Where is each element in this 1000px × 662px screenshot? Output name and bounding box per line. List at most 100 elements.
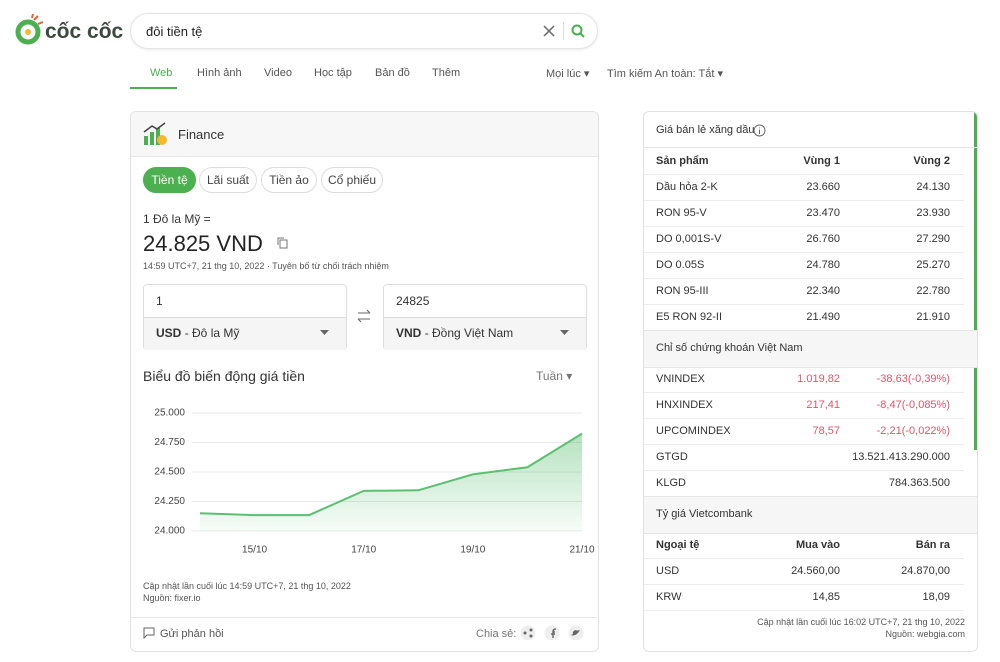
chip[interactable]: Tiền ảo — [261, 167, 317, 193]
cell: 21.910 — [916, 311, 950, 323]
cell: 24.560,00 — [791, 565, 840, 577]
info-icon[interactable] — [753, 124, 766, 137]
from-box[interactable]: 1 USD - Đô la Mỹ — [143, 284, 347, 350]
fuel-row: DO 0.05S 24.780 25.270 — [644, 252, 964, 279]
search-box[interactable]: đôi tiền tệ — [130, 13, 598, 49]
safe-search[interactable]: Tìm kiếm An toàn: Tắt ▾ — [607, 68, 723, 80]
safe-search-label[interactable]: Tìm kiếm An toàn: Tắt — [607, 68, 715, 80]
nav-tab[interactable]: Thêm — [432, 67, 461, 79]
nav-tab[interactable]: Hình ảnh — [197, 67, 242, 79]
cell: Sản phẩm — [656, 155, 709, 167]
cell: 23.660 — [806, 181, 840, 193]
from-amount[interactable]: 1 — [156, 294, 163, 308]
nav-tab[interactable]: Bản đồ — [375, 67, 410, 79]
from-name[interactable]: - Đô la Mỹ — [184, 326, 240, 340]
fuel-row: RON 95-V 23.470 23.930 — [644, 200, 964, 227]
cell: 24.130 — [916, 181, 950, 193]
cell: -38,63(-0,39%) — [876, 373, 950, 385]
cell: VNINDEX — [656, 373, 705, 385]
cell: GTGD — [656, 451, 688, 463]
cell: -8,47(-0,085%) — [876, 399, 950, 411]
period-label[interactable]: Tuần — [536, 369, 563, 383]
nav-tab[interactable]: Video — [264, 67, 292, 79]
rate: 24.825 VND — [143, 231, 263, 256]
swap-icon[interactable] — [357, 309, 371, 323]
forex-title: Tỷ giá Vietcombank — [656, 508, 753, 520]
period-select[interactable]: Tuần ▾ — [536, 369, 573, 383]
cell: RON 95-III — [656, 285, 709, 297]
cell: HNXINDEX — [656, 399, 713, 411]
tab-underline — [130, 87, 177, 89]
y-tick-label: 24.250 — [154, 496, 185, 507]
cell: -2,21(-0,022%) — [876, 425, 950, 437]
cell: KRW — [656, 591, 682, 603]
to-box[interactable]: 24825 VND - Đồng Việt Nam — [383, 284, 587, 350]
cell: 1.019,82 — [797, 373, 840, 385]
search-icon[interactable] — [571, 24, 585, 38]
cell: 18,09 — [922, 591, 950, 603]
divider — [644, 147, 977, 148]
chip[interactable]: Cổ phiếu — [321, 167, 383, 193]
cell: 14,85 — [812, 591, 840, 603]
chart: 24.000 24.250 24.500 24.750 25.000 15/10 17/10… — [154, 408, 595, 556]
to-name[interactable]: - Đồng Việt Nam — [424, 326, 514, 340]
logo-icon[interactable] — [14, 14, 46, 48]
cell: 217,41 — [806, 399, 840, 411]
to-amount[interactable]: 24825 — [396, 294, 430, 308]
cell: UPCOMINDEX — [656, 425, 731, 437]
finance-icon — [143, 122, 167, 145]
area — [200, 433, 582, 531]
logo-text[interactable]: cốc cốc — [45, 20, 124, 43]
clear-icon[interactable] — [543, 25, 555, 37]
stocks-title: Chỉ số chứng khoán Việt Nam — [656, 342, 803, 354]
x-tick-label: 17/10 — [351, 545, 376, 556]
y-tick-label: 24.500 — [154, 467, 185, 478]
nav-tab[interactable]: Web — [150, 67, 173, 79]
cell: Mua vào — [795, 539, 840, 551]
x-tick-label: 21/10 — [569, 545, 594, 556]
fuel-row: Dầu hỏa 2-K 23.660 24.130 — [644, 174, 964, 201]
search-query[interactable]: đôi tiền tệ — [146, 24, 203, 39]
cell: DO 0,001S-V — [656, 233, 722, 245]
stock-row: KLGD 784.363.500 — [644, 470, 964, 497]
cell: 13.521.413.290.000 — [852, 451, 950, 463]
nav-tab[interactable]: Học tập — [314, 67, 352, 79]
stock-row: GTGD 13.521.413.290.000 — [644, 444, 964, 471]
time-filter-label[interactable]: Mọi lúc — [546, 68, 581, 80]
line — [199, 432, 583, 517]
cell: 23.930 — [916, 207, 950, 219]
cell: 24.870,00 — [901, 565, 950, 577]
feedback[interactable]: Gửi phản hồi — [160, 628, 224, 640]
stock-row: UPCOMINDEX 78,57 -2,21(-0,022%) — [644, 418, 964, 445]
cell: 21.490 — [806, 311, 840, 323]
stock-row: HNXINDEX 217,41 -8,47(-0,085%) — [644, 392, 964, 419]
from-code[interactable]: USD — [156, 326, 182, 340]
chip[interactable]: Lãi suất — [199, 167, 257, 193]
fuel-header: Sản phẩm Vùng 1 Vùng 2 — [644, 148, 964, 175]
cell: USD — [656, 565, 680, 577]
section-header: Tỷ giá Vietcombank — [644, 496, 977, 534]
cell: DO 0.05S — [656, 259, 705, 271]
fuel-row: E5 RON 92-II 21.490 21.910 — [644, 304, 964, 331]
timestamp: 14:59 UTC+7, 21 thg 10, 2022 · Tuyên bố … — [143, 261, 389, 271]
time-filter[interactable]: Mọi lúc ▾ — [546, 68, 590, 80]
cell: 27.290 — [916, 233, 950, 245]
cell: KLGD — [656, 477, 686, 489]
forex-source: Nguồn: webgia.com — [885, 629, 965, 639]
cell: Dầu hỏa 2-K — [656, 181, 718, 193]
feedback-icon[interactable] — [143, 627, 155, 639]
cell: E5 RON 92-II — [656, 311, 723, 323]
base-amount: 1 Đô la Mỹ = — [143, 212, 211, 226]
finance-card: Finance — [130, 111, 599, 652]
section-header: Chỉ số chứng khoán Việt Nam — [644, 330, 977, 368]
cell: 23.470 — [806, 207, 840, 219]
to-code[interactable]: VND — [396, 326, 422, 340]
source: Nguồn: fixer.io — [143, 593, 201, 603]
share-icons[interactable] — [520, 625, 586, 641]
updated: Cập nhật lần cuối lúc 14:59 UTC+7, 21 th… — [143, 581, 351, 591]
chip[interactable]: Tiền tệ — [143, 167, 196, 193]
share-label: Chia sẻ: — [476, 628, 517, 640]
copy-icon[interactable] — [277, 237, 289, 249]
cell: 22.340 — [806, 285, 840, 297]
